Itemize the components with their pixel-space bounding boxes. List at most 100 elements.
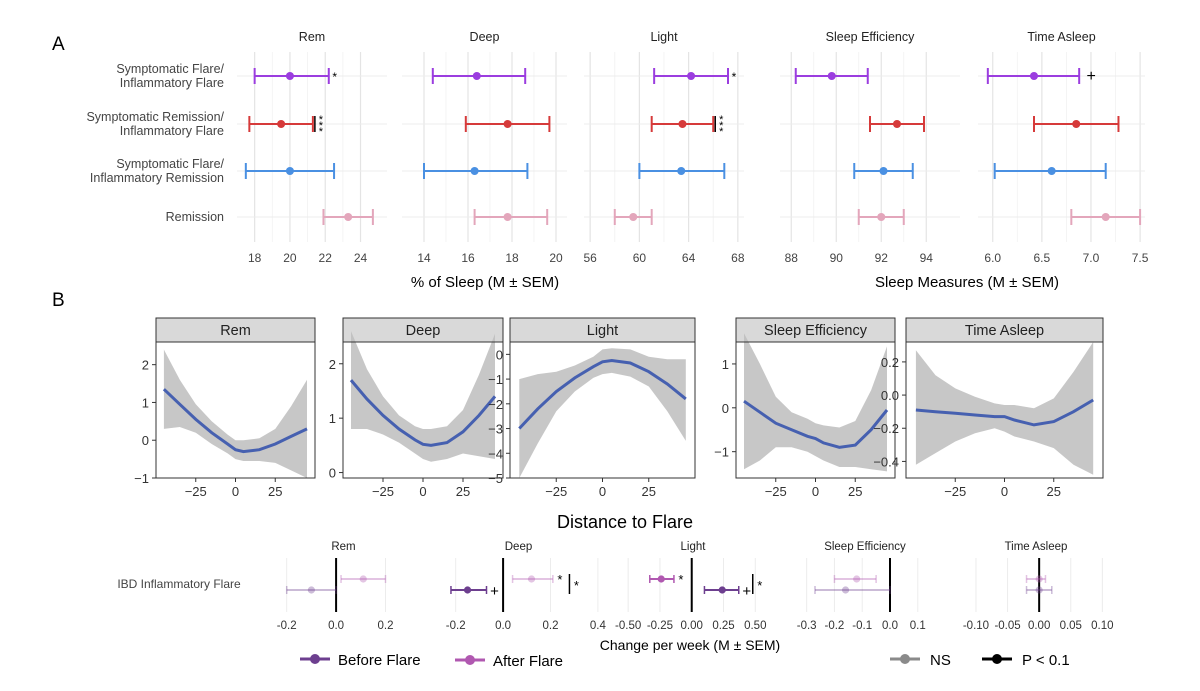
strip-title: Sleep Efficiency (764, 323, 868, 339)
tick-label: -0.3 (797, 620, 817, 632)
data-point (1029, 72, 1038, 80)
x-tick-label: 0 (419, 484, 426, 499)
y-tick-label: 0.2 (881, 355, 899, 370)
y-tick-label: 1 (722, 357, 729, 372)
data-point (470, 167, 479, 175)
sig-mark: * (719, 126, 724, 138)
tick-label: 0.10 (1091, 620, 1113, 632)
x-tick-label: 0 (1001, 484, 1008, 499)
tick-label: 0.4 (590, 620, 607, 632)
data-point (503, 213, 512, 221)
data-point (879, 167, 888, 175)
confidence-band (519, 348, 686, 478)
tick-label: -0.2 (277, 620, 297, 632)
x-tick-label: 25 (848, 484, 862, 499)
tick-label: 16 (461, 251, 475, 265)
facet-title: Time Asleep (1027, 30, 1095, 44)
data-point (1072, 120, 1081, 128)
tick-label: 90 (830, 251, 844, 265)
facet-bg (262, 558, 425, 612)
smooth-line (162, 388, 308, 454)
data-point (677, 167, 686, 175)
y-tick-label: −4 (488, 446, 503, 461)
y-tick-label: −2 (488, 397, 503, 412)
tick-label: 7.0 (1083, 251, 1100, 265)
data-point (285, 167, 294, 175)
tick-label: 0.0 (882, 620, 898, 632)
data-point-after (527, 575, 536, 583)
legend-ns-dot (900, 654, 910, 664)
tick-label: 0.05 (1060, 620, 1082, 632)
legend-ns-label: NS (930, 652, 951, 669)
y-tick-label: −1 (134, 471, 149, 486)
data-point-before (841, 586, 850, 594)
y-tick-label: −0.4 (873, 454, 899, 469)
tick-label: 0.0 (328, 620, 344, 632)
tick-label: 0.00 (681, 620, 703, 632)
tick-label: 18 (505, 251, 519, 265)
legend-p01-label: P < 0.1 (1022, 652, 1070, 669)
x-tick-label: −25 (372, 484, 394, 499)
data-point (877, 213, 886, 221)
data-point (893, 120, 901, 128)
data-point (1047, 167, 1056, 175)
tick-label: 6.0 (984, 251, 1001, 265)
facet-title: Deep (505, 541, 533, 553)
strip (905, 317, 1104, 343)
facet-title: Rem (331, 541, 355, 553)
row-label-3: Remission (166, 210, 224, 224)
legend-after-label: After Flare (493, 653, 563, 670)
facet-title: Deep (470, 30, 500, 44)
tick-label: 56 (583, 251, 597, 265)
y-tick-label: 0 (329, 466, 336, 481)
facet-bg (957, 558, 1115, 612)
data-point-after (359, 575, 367, 583)
sig-mark: + (742, 583, 751, 600)
x-tick-label: −25 (185, 484, 207, 499)
x-tick-label: −25 (765, 484, 787, 499)
y-tick-label: 0 (142, 433, 149, 448)
strip (155, 317, 316, 343)
strip (342, 317, 504, 343)
data-point (472, 72, 481, 80)
data-point (687, 72, 696, 80)
y-tick-label: −0.2 (873, 421, 899, 436)
sig-mark: * (678, 572, 683, 587)
tick-label: -0.1 (852, 620, 872, 632)
tick-label: 92 (875, 251, 889, 265)
confidence-band (351, 331, 495, 462)
x-tick-label: 25 (456, 484, 470, 499)
panel-b-label: B (52, 290, 65, 311)
data-point-after (853, 575, 861, 583)
data-point (1101, 213, 1110, 221)
y-tick-label: −1 (714, 445, 729, 460)
row-label-0: Symptomatic Flare/Inflammatory Flare (116, 62, 224, 90)
facet-title: Light (681, 541, 707, 553)
row-label-line: Symptomatic Flare/ (116, 157, 224, 171)
facet-title: Light (650, 30, 678, 44)
facet-title: Sleep Efficiency (826, 30, 915, 44)
row-label-line: Remission (166, 210, 224, 224)
panel-b-xlabel: Distance to Flare (557, 512, 693, 532)
facet-bg (780, 52, 960, 242)
facet-title: Time Asleep (1005, 541, 1068, 553)
sig-mark: * (319, 114, 324, 126)
row-label-line: Symptomatic Remission/ (86, 110, 224, 124)
data-point (503, 120, 512, 128)
row-label-line: Inflammatory Flare (120, 76, 224, 90)
x-tick-label: 25 (642, 484, 656, 499)
legend-before-dot (310, 654, 320, 664)
tick-label: 20 (549, 251, 563, 265)
facet-title: Rem (299, 30, 325, 44)
y-tick-label: 2 (142, 358, 149, 373)
sig-mark: * (732, 70, 737, 84)
sig-mark: * (757, 578, 762, 593)
facet-bg (790, 558, 940, 612)
data-point-before (1035, 586, 1043, 594)
y-tick-label: 1 (329, 411, 336, 426)
tick-label: 24 (354, 251, 368, 265)
panel-a-xlabel-left: % of Sleep (M ± SEM) (411, 274, 559, 291)
x-tick-label: 0 (232, 484, 239, 499)
x-tick-label: −25 (944, 484, 966, 499)
